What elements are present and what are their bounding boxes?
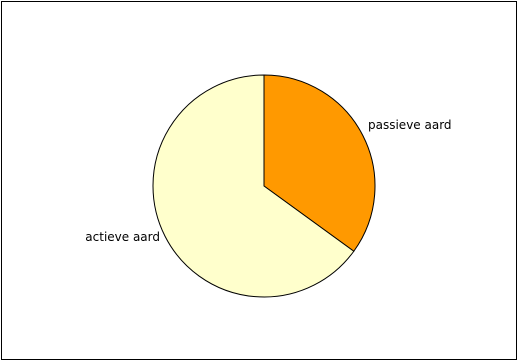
pie-slices <box>152 74 376 298</box>
pie-slice-actieve-aard <box>152 74 355 298</box>
pie-labels: passieve aard actieve aard <box>85 118 451 244</box>
pie-label-actieve-aard: actieve aard <box>85 230 160 244</box>
pie-label-passieve-aard: passieve aard <box>368 118 452 132</box>
pie-slice-passieve-aard <box>263 74 376 252</box>
